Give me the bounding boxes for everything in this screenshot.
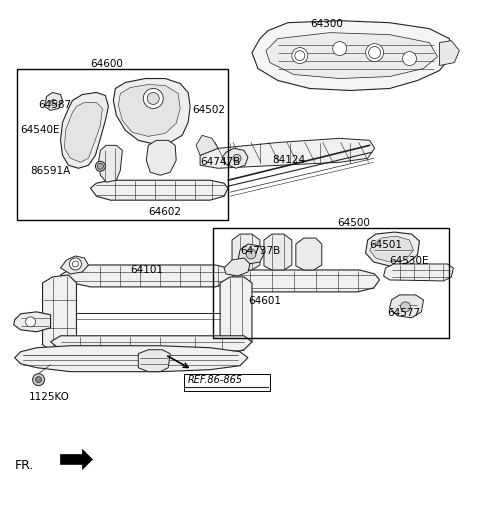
Polygon shape xyxy=(264,234,292,270)
Circle shape xyxy=(369,47,381,59)
Polygon shape xyxy=(252,21,451,90)
Bar xyxy=(17,68,228,220)
Text: REF.86-865: REF.86-865 xyxy=(188,375,243,384)
Text: 64600: 64600 xyxy=(90,59,123,68)
Polygon shape xyxy=(232,234,260,270)
Polygon shape xyxy=(224,258,250,276)
Text: 64602: 64602 xyxy=(148,207,181,217)
Text: 64502: 64502 xyxy=(192,105,225,116)
Circle shape xyxy=(246,249,256,259)
Polygon shape xyxy=(64,102,102,162)
Polygon shape xyxy=(390,295,423,318)
Text: FR.: FR. xyxy=(15,460,34,472)
Polygon shape xyxy=(60,265,234,287)
Polygon shape xyxy=(220,277,252,348)
Circle shape xyxy=(400,302,410,312)
Polygon shape xyxy=(370,236,413,262)
Polygon shape xyxy=(296,238,322,270)
Text: 64540E: 64540E xyxy=(21,125,60,135)
Polygon shape xyxy=(60,449,93,469)
Circle shape xyxy=(96,161,106,171)
Polygon shape xyxy=(138,350,170,372)
Polygon shape xyxy=(366,232,420,266)
Polygon shape xyxy=(146,140,176,175)
Polygon shape xyxy=(15,346,248,372)
Circle shape xyxy=(144,88,163,108)
Text: 1125KO: 1125KO xyxy=(29,392,70,401)
Polygon shape xyxy=(119,84,180,136)
Circle shape xyxy=(97,163,103,169)
Text: 64737B: 64737B xyxy=(240,246,280,256)
Circle shape xyxy=(33,374,45,386)
Bar xyxy=(184,374,270,391)
Polygon shape xyxy=(113,79,190,144)
Polygon shape xyxy=(50,336,252,354)
Text: 64587: 64587 xyxy=(38,100,72,111)
Circle shape xyxy=(333,42,347,56)
Polygon shape xyxy=(196,135,218,155)
Text: 64747B: 64747B xyxy=(200,157,240,167)
Circle shape xyxy=(36,377,42,382)
Text: 84124: 84124 xyxy=(272,155,305,166)
Polygon shape xyxy=(45,93,62,111)
Bar xyxy=(213,228,449,338)
Polygon shape xyxy=(222,149,248,168)
Circle shape xyxy=(25,317,36,327)
Text: 64101: 64101 xyxy=(130,265,163,275)
Polygon shape xyxy=(266,33,437,79)
Polygon shape xyxy=(222,270,380,292)
Circle shape xyxy=(147,93,159,104)
Circle shape xyxy=(292,48,308,64)
Text: 64500: 64500 xyxy=(338,218,371,228)
Polygon shape xyxy=(60,93,108,168)
Circle shape xyxy=(295,50,305,61)
Polygon shape xyxy=(60,256,88,274)
Polygon shape xyxy=(90,180,228,200)
Text: 64530E: 64530E xyxy=(390,256,429,266)
Polygon shape xyxy=(200,138,374,168)
Polygon shape xyxy=(43,275,76,352)
Polygon shape xyxy=(439,41,459,66)
Circle shape xyxy=(70,258,82,270)
Text: 64300: 64300 xyxy=(310,19,343,29)
Polygon shape xyxy=(384,264,454,281)
Polygon shape xyxy=(13,312,50,332)
Polygon shape xyxy=(238,244,264,264)
Polygon shape xyxy=(98,145,122,182)
Circle shape xyxy=(403,51,417,66)
Circle shape xyxy=(233,154,241,162)
Circle shape xyxy=(366,44,384,62)
Text: 64501: 64501 xyxy=(370,240,403,250)
Text: 64601: 64601 xyxy=(248,296,281,306)
Text: 86591A: 86591A xyxy=(31,166,71,176)
Text: 64577: 64577 xyxy=(387,308,420,318)
